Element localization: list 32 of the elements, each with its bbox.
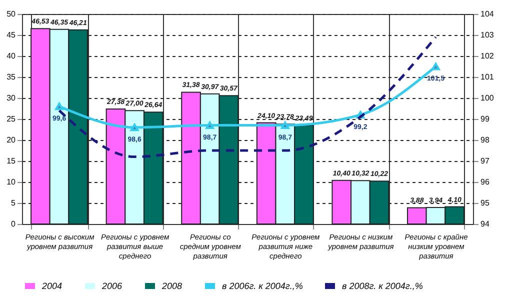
y-tick-label: 45 bbox=[6, 30, 16, 40]
y2-tick-label: 99 bbox=[480, 114, 490, 124]
y-tick-label: 0 bbox=[11, 220, 16, 228]
legend-label: 2004 bbox=[41, 281, 62, 291]
y-tick-label: 30 bbox=[6, 94, 16, 102]
y2-tick-label: 95 bbox=[480, 198, 490, 208]
y-tick-label: 25 bbox=[6, 114, 16, 124]
point bbox=[432, 62, 440, 70]
y2-tick-label: 103 bbox=[480, 30, 494, 40]
legend-label: 2006 bbox=[101, 281, 122, 291]
y-tick-label: 15 bbox=[6, 156, 16, 166]
legend-label: в 2006г. к 2004г.,% bbox=[222, 281, 303, 291]
y2-tick-label: 104 bbox=[480, 10, 494, 18]
y-tick-label: 40 bbox=[6, 52, 16, 60]
legend-label: в 2008г. к 2004г.,% bbox=[342, 281, 423, 291]
y2-tick-label: 94 bbox=[480, 220, 490, 228]
y2-tick-label: 96 bbox=[480, 178, 490, 186]
y2-tick-label: 97 bbox=[480, 156, 490, 166]
y-tick-label: 5 bbox=[11, 198, 16, 208]
point bbox=[280, 122, 290, 130]
point bbox=[130, 124, 139, 132]
y2-tick-label: 100 bbox=[480, 94, 494, 102]
y-tick-label: 10 bbox=[6, 178, 16, 186]
y2-tick-label: 101 bbox=[480, 72, 494, 82]
y-tick-label: 35 bbox=[6, 72, 16, 82]
y2-tick-label: 102 bbox=[480, 52, 494, 60]
point bbox=[55, 102, 64, 110]
legend-label: 2008 bbox=[161, 281, 182, 291]
y2-tick-label: 98 bbox=[480, 136, 490, 144]
y-tick-label: 20 bbox=[6, 136, 16, 144]
point bbox=[206, 122, 214, 130]
y-tick-label: 50 bbox=[6, 10, 16, 18]
